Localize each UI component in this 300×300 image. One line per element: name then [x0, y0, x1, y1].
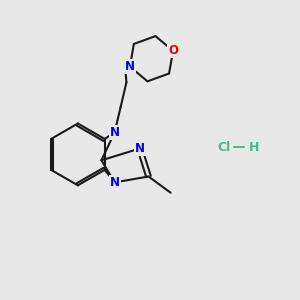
Text: N: N [135, 142, 145, 155]
Text: N: N [125, 60, 135, 73]
Text: Cl: Cl [217, 141, 230, 154]
Text: O: O [168, 44, 178, 57]
Text: N: N [110, 126, 120, 139]
Text: N: N [110, 176, 120, 189]
Text: H: H [249, 141, 260, 154]
